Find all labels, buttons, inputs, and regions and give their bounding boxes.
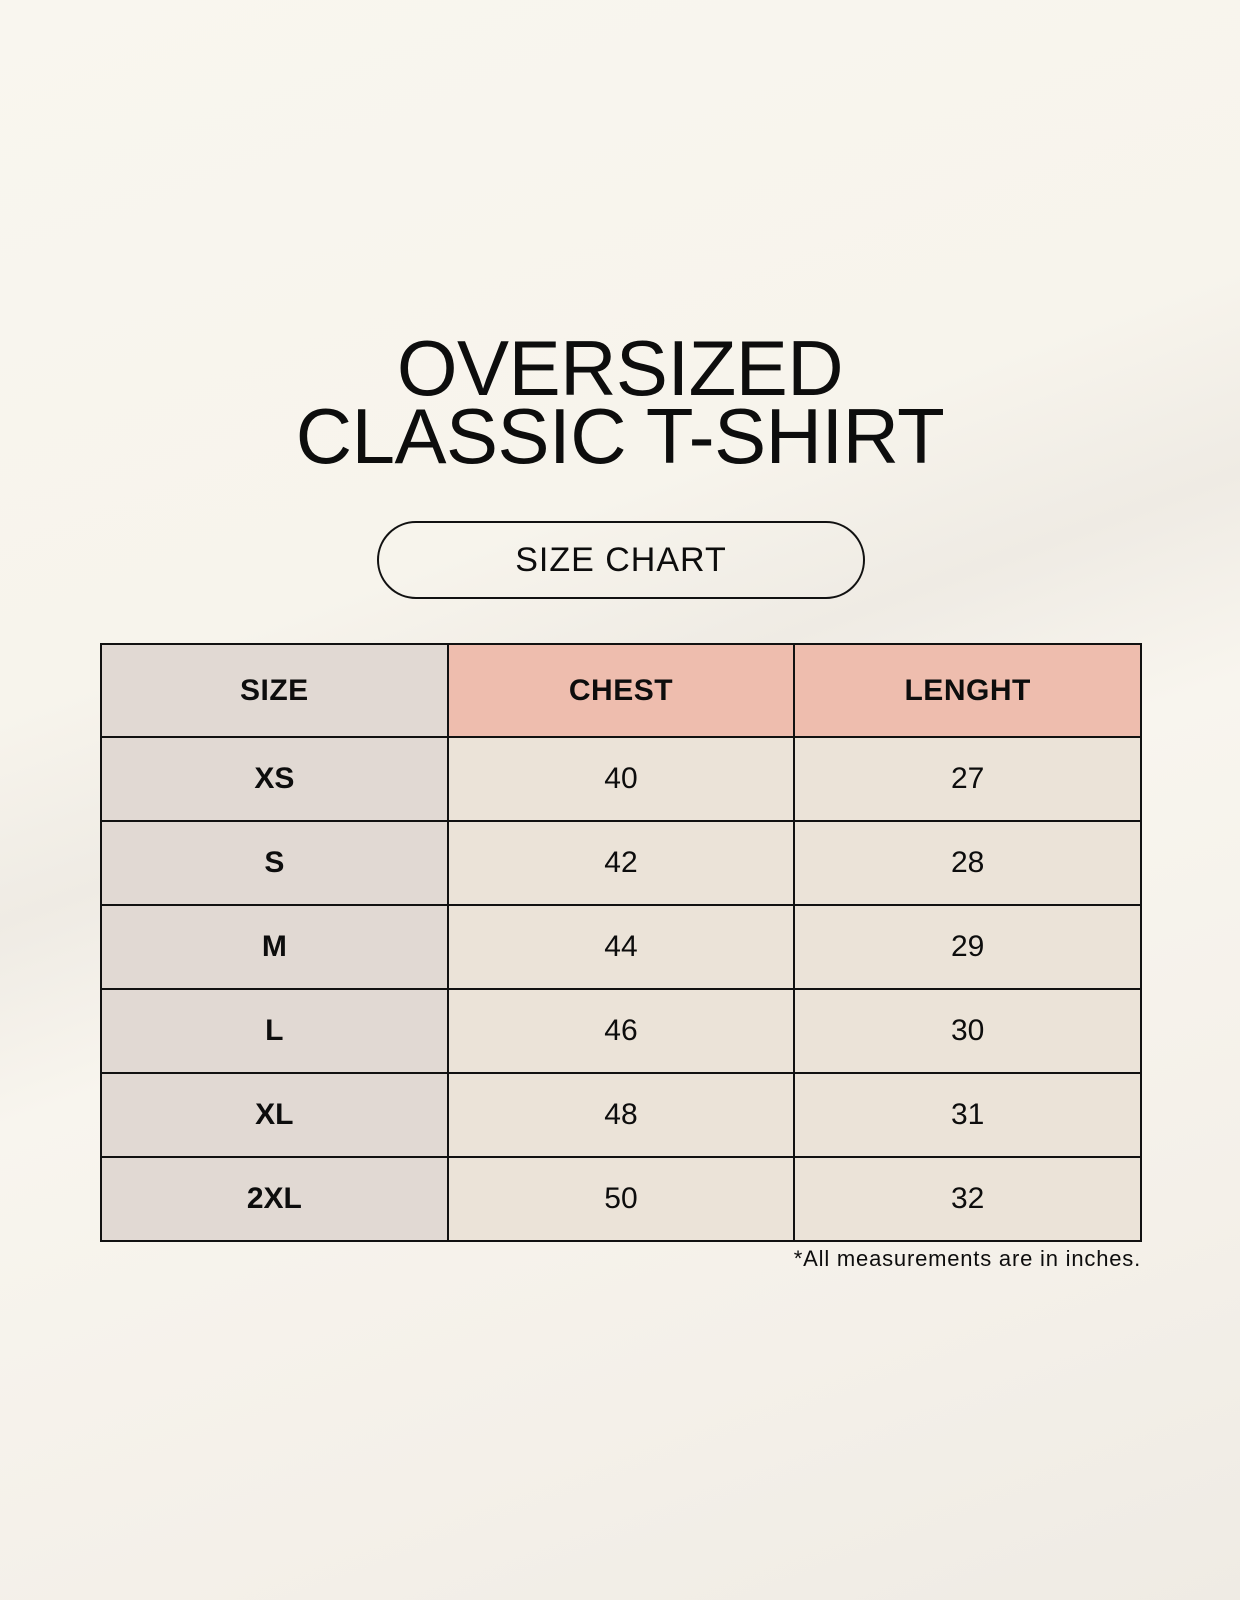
table-row: 2XL 50 32 xyxy=(100,1156,1142,1242)
cell-size: XL xyxy=(100,1072,449,1158)
title-line-2: CLASSIC T-SHIRT xyxy=(295,392,945,480)
size-table: SIZE CHEST LENGHT XS 40 27 S 42 28 M 44 29 L 46 30 X… xyxy=(100,643,1142,1242)
cell-length: 27 xyxy=(793,736,1142,822)
header-size: SIZE xyxy=(100,643,449,738)
cell-size: L xyxy=(100,988,449,1074)
page-title: OVERSIZED CLASSIC T-SHIRT xyxy=(0,324,1240,480)
table-row: L 46 30 xyxy=(100,988,1142,1074)
cell-size: XS xyxy=(100,736,449,822)
cell-chest: 48 xyxy=(446,1072,796,1158)
cell-length: 28 xyxy=(793,820,1142,906)
measurement-note: *All measurements are in inches. xyxy=(793,1246,1141,1271)
table-row: XL 48 31 xyxy=(100,1072,1142,1158)
cell-chest: 50 xyxy=(446,1156,796,1242)
cell-length: 31 xyxy=(793,1072,1142,1158)
cell-chest: 46 xyxy=(446,988,796,1074)
header-chest: CHEST xyxy=(446,643,796,738)
cell-size: 2XL xyxy=(100,1156,449,1242)
cell-chest: 40 xyxy=(446,736,796,822)
title-line-1: OVERSIZED xyxy=(396,324,844,412)
table-header-row: SIZE CHEST LENGHT xyxy=(100,643,1142,738)
cell-size: M xyxy=(100,904,449,990)
table-row: XS 40 27 xyxy=(100,736,1142,822)
cell-length: 29 xyxy=(793,904,1142,990)
cell-length: 30 xyxy=(793,988,1142,1074)
cell-chest: 42 xyxy=(446,820,796,906)
cell-chest: 44 xyxy=(446,904,796,990)
table-row: M 44 29 xyxy=(100,904,1142,990)
table-row: S 42 28 xyxy=(100,820,1142,906)
header-length: LENGHT xyxy=(793,643,1142,738)
cell-size: S xyxy=(100,820,449,906)
size-chart-badge: SIZE CHART xyxy=(377,521,865,599)
cell-length: 32 xyxy=(793,1156,1142,1242)
